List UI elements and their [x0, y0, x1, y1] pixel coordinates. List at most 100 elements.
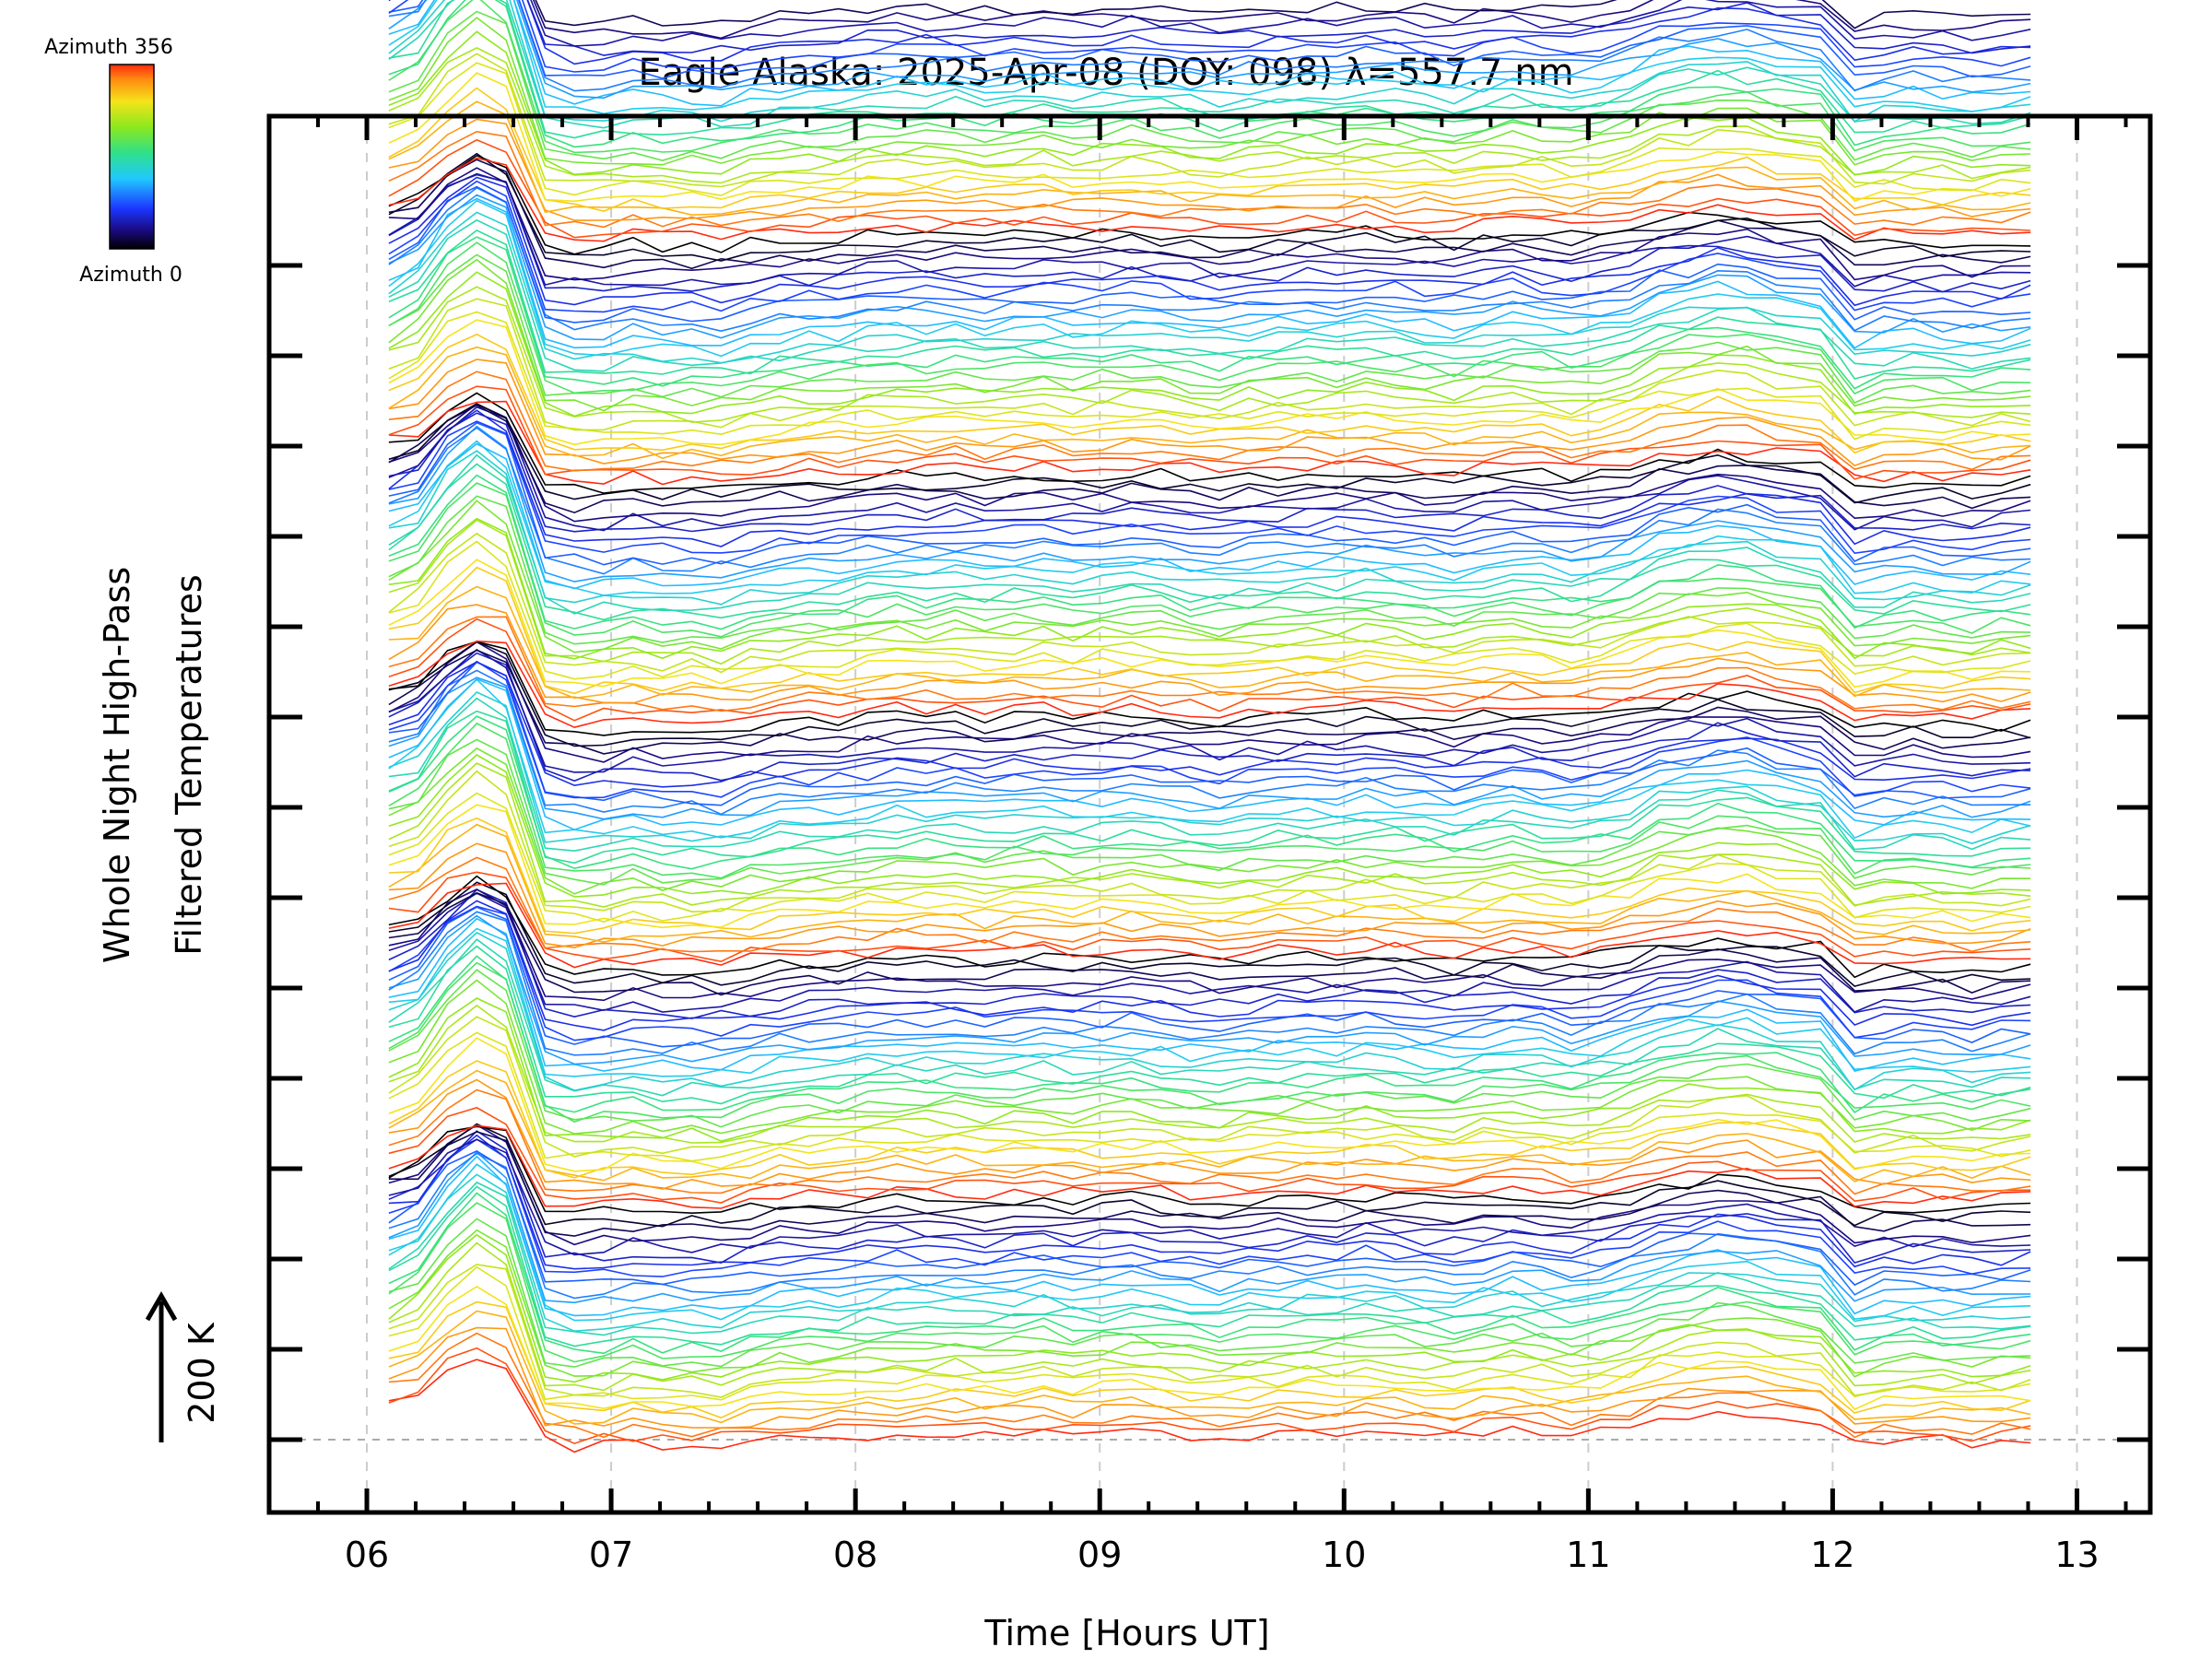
series-line	[388, 914, 2031, 1065]
series-line	[388, 1192, 2031, 1355]
series-line	[388, 1106, 2031, 1204]
series-line	[388, 53, 2031, 188]
plot-frame	[266, 113, 2153, 1515]
series-line	[388, 385, 2031, 480]
series-line	[388, 404, 2031, 514]
series-line	[388, 640, 2031, 729]
series-line	[388, 618, 2031, 722]
x-tick-label: 08	[833, 1535, 877, 1575]
series-line	[388, 616, 2031, 712]
series-line	[388, 747, 2031, 895]
series-line	[388, 1285, 2031, 1411]
series-lines	[388, 0, 2031, 1453]
series-line	[388, 0, 2031, 115]
series-line	[388, 1134, 2031, 1270]
series-line	[388, 888, 2031, 1019]
series-line	[388, 792, 2031, 923]
series-line	[388, 1069, 2031, 1182]
series-line	[388, 1173, 2031, 1333]
series-line	[532, 0, 2031, 40]
x-tick-label: 06	[345, 1535, 389, 1575]
series-line	[388, 425, 2031, 582]
series-line	[388, 130, 2031, 229]
series-line	[388, 17, 2031, 166]
series-line	[388, 453, 2031, 615]
series-line	[388, 442, 2031, 590]
series-line	[388, 938, 2031, 1097]
series-line	[388, 906, 2031, 1048]
series-line	[388, 346, 2031, 460]
series-line	[388, 1060, 2031, 1179]
series-line	[388, 229, 2031, 380]
series-line	[388, 715, 2031, 870]
series-line	[388, 842, 2031, 949]
x-tick-label: 11	[1566, 1535, 1610, 1575]
series-line	[388, 677, 2031, 831]
series-line	[388, 1233, 2031, 1383]
series-line	[388, 371, 2031, 472]
series-line	[388, 900, 2031, 1031]
series-line	[388, 1218, 2031, 1368]
series-line	[388, 911, 2031, 1056]
scale-label: 200 K	[182, 1322, 222, 1424]
scale-arrow-icon	[145, 1290, 178, 1442]
series-line	[388, 969, 2031, 1128]
series-line	[388, 1202, 2031, 1363]
series-line	[388, 1326, 2031, 1430]
series-line	[388, 167, 2031, 281]
series-line	[388, 412, 2031, 533]
series-line	[388, 286, 2031, 423]
series-line	[388, 1004, 2031, 1144]
series-line	[388, 955, 2031, 1114]
series-line	[388, 917, 2031, 1073]
series-line	[388, 738, 2031, 886]
series-line	[388, 1124, 2031, 1246]
series-line	[388, 87, 2031, 212]
series-line	[388, 1151, 2031, 1304]
series-line	[388, 652, 2031, 782]
series-line	[388, 532, 2031, 674]
series-line	[388, 1185, 2031, 1347]
series-line	[388, 154, 2031, 255]
x-axis-label: Time [Hours UT]	[983, 1613, 1269, 1653]
series-line	[388, 669, 2031, 816]
series-line	[388, 762, 2031, 908]
series-line	[388, 420, 2031, 555]
series-line	[388, 649, 2031, 755]
series-line	[388, 754, 2031, 898]
series-line	[388, 403, 2031, 504]
series-line	[388, 517, 2031, 660]
series-line	[388, 159, 2031, 270]
series-line	[388, 427, 2031, 575]
series-line	[388, 1229, 2031, 1378]
series-line	[388, 641, 2031, 747]
series-line	[388, 450, 2031, 606]
series-line	[388, 875, 2031, 979]
colorbar	[109, 64, 155, 250]
series-line	[388, 298, 2031, 431]
colorbar-bottom-label: Azimuth 0	[79, 264, 182, 287]
series-line	[388, 1310, 2031, 1425]
series-line	[388, 406, 2031, 532]
colorbar-top-label: Azimuth 356	[44, 36, 173, 59]
y-axis-label-line2: Filtered Temperatures	[169, 574, 209, 955]
series-line	[388, 1181, 2031, 1336]
series-line	[388, 566, 2031, 695]
series-line	[388, 463, 2031, 621]
series-line	[388, 770, 2031, 913]
series-line	[388, 888, 2031, 1002]
series-line	[388, 722, 2031, 879]
series-line	[388, 1152, 2031, 1300]
x-tick-label: 13	[2054, 1535, 2099, 1575]
series-line	[388, 678, 2031, 840]
series-line	[388, 891, 2031, 996]
series-line	[388, 540, 2031, 680]
series-line	[388, 180, 2031, 313]
series-line	[388, 118, 2031, 221]
series-line	[388, 0, 2031, 154]
series-line	[388, 1300, 2031, 1419]
series-line	[388, 157, 2031, 242]
series-line	[388, 677, 2031, 820]
series-line	[388, 236, 2031, 390]
series-line	[388, 1138, 2031, 1256]
